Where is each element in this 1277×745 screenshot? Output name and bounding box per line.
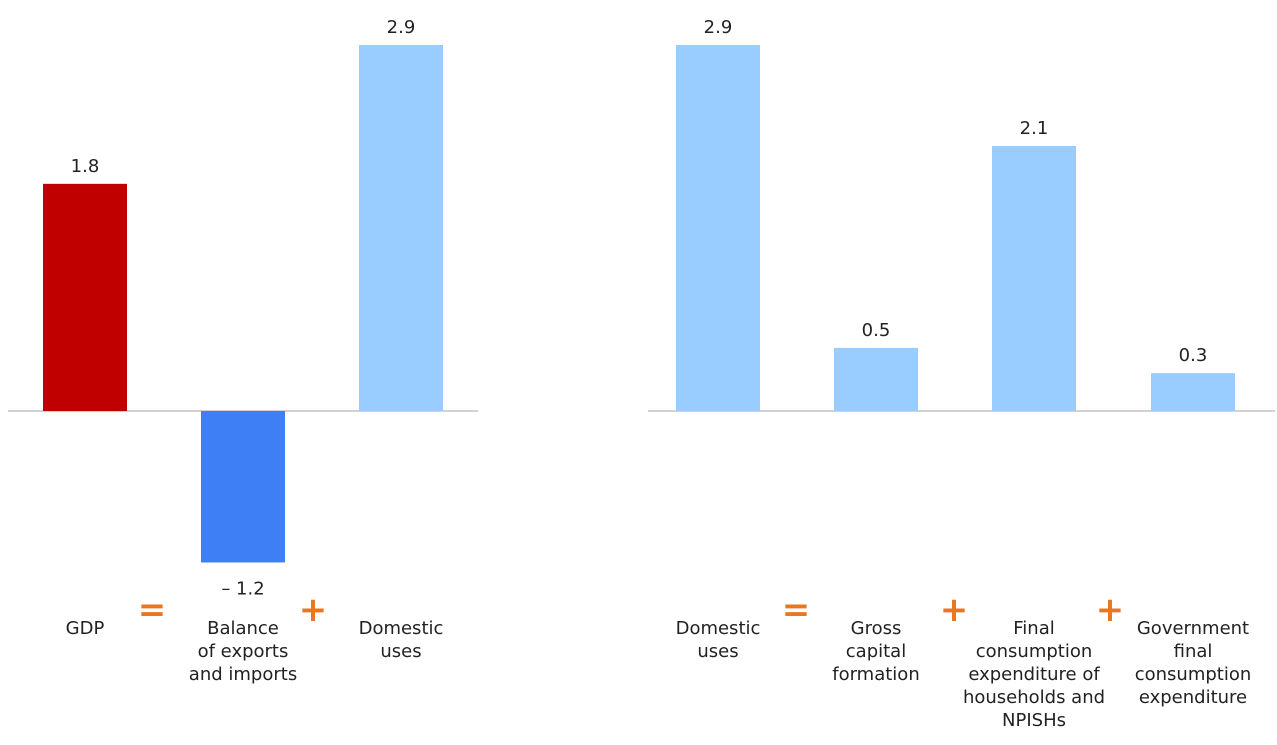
category-label-2-line-1: uses [380, 641, 421, 662]
equals-sign: = [138, 590, 167, 630]
bar-2 [992, 145, 1076, 411]
value-label-1: – 1.2 [221, 578, 264, 599]
category-label-3-line-3: expenditure [1139, 687, 1247, 708]
plus-sign: + [299, 590, 328, 630]
category-label-1-line-1: of exports [198, 641, 289, 662]
category-label-1-line-0: Balance [207, 618, 279, 639]
bar-1 [201, 411, 285, 563]
category-label-0-line-0: Domestic [676, 618, 761, 639]
category-label-2-line-1: consumption [976, 641, 1093, 662]
category-label-2-line-2: expenditure of [968, 664, 1100, 685]
plus-sign: + [940, 590, 969, 630]
category-label-2-line-0: Final [1013, 618, 1054, 639]
category-label-0-line-0: GDP [66, 618, 105, 639]
category-label-1-line-2: formation [832, 664, 919, 685]
bar-3 [1151, 373, 1235, 411]
category-label-3-line-1: final [1174, 641, 1213, 662]
value-label-0: 2.9 [704, 17, 733, 38]
category-label-1-line-2: and imports [189, 664, 297, 685]
category-label-1-line-0: Gross [851, 618, 902, 639]
plus-sign: + [1096, 590, 1125, 630]
value-label-0: 1.8 [71, 156, 100, 177]
category-label-3-line-2: consumption [1135, 664, 1252, 685]
value-label-2: 2.1 [1020, 118, 1049, 139]
bar-0 [676, 45, 760, 411]
category-label-2-line-0: Domestic [359, 618, 444, 639]
equals-sign: = [782, 590, 811, 630]
bar-1 [834, 347, 918, 411]
bar-2 [359, 45, 443, 411]
category-label-3-line-0: Government [1137, 618, 1249, 639]
category-label-2-line-4: NPISHs [1002, 710, 1066, 731]
value-label-2: 2.9 [387, 17, 416, 38]
value-label-1: 0.5 [862, 320, 891, 341]
category-label-2-line-3: households and [963, 687, 1105, 708]
bar-0 [43, 183, 127, 411]
value-label-3: 0.3 [1179, 345, 1208, 366]
category-label-1-line-1: capital [846, 641, 906, 662]
category-label-0-line-1: uses [697, 641, 738, 662]
